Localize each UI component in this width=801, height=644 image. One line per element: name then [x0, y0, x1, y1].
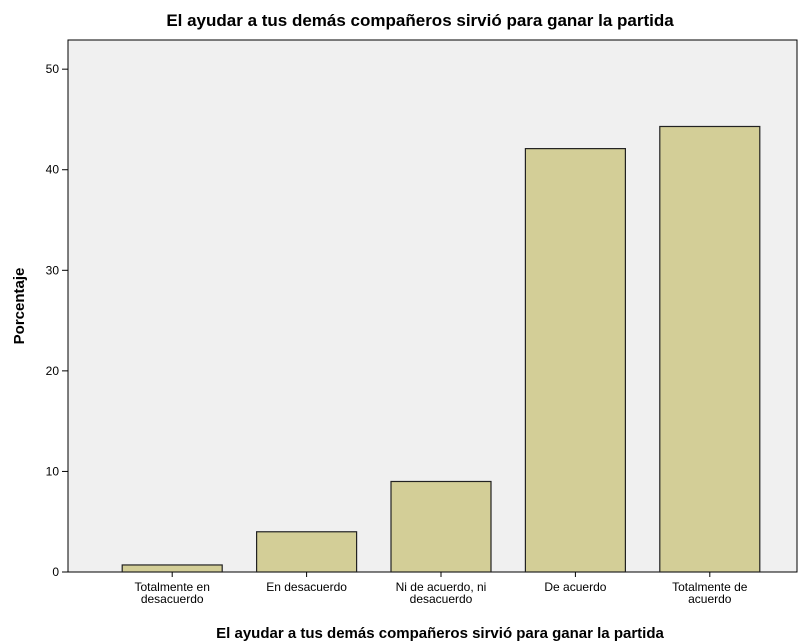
y-tick-label: 0 [52, 565, 59, 579]
bar [659, 125, 761, 573]
bar [390, 480, 492, 573]
y-tick-label: 10 [46, 464, 60, 478]
x-tick-label: Totalmente de acuerdo [672, 580, 748, 606]
x-tick-label: Ni de acuerdo, ni desacuerdo [396, 580, 487, 606]
bar [524, 148, 627, 573]
y-axis-label: Porcentaje [11, 268, 28, 345]
x-tick-label: Totalmente en desacuerdo [135, 580, 210, 606]
y-tick-label: 30 [46, 263, 60, 277]
y-tick-label: 20 [46, 364, 60, 378]
x-tick-label: En desacuerdo [266, 580, 347, 594]
bar [121, 564, 223, 573]
bar [256, 531, 358, 573]
chart-title: El ayudar a tus demás compañeros sirvió … [166, 11, 674, 30]
x-tick-label: De acuerdo [544, 580, 606, 594]
y-tick-label: 50 [46, 62, 60, 76]
x-axis-label: El ayudar a tus demás compañeros sirvió … [216, 625, 664, 642]
y-tick-label: 40 [46, 163, 60, 177]
